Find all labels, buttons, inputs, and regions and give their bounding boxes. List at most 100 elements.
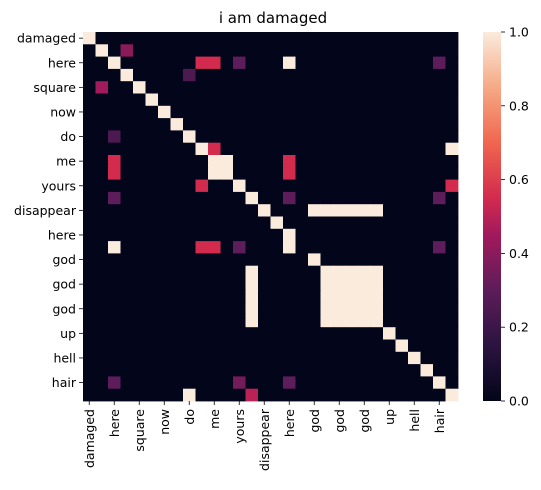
heatmap-cell xyxy=(283,167,296,180)
heatmap-cell xyxy=(95,327,109,340)
heatmap-cell xyxy=(345,56,359,70)
heatmap-cell xyxy=(420,32,434,45)
heatmap-cell xyxy=(220,118,234,131)
heatmap-cell xyxy=(445,302,459,316)
heatmap-cell xyxy=(283,56,296,70)
y-tick-label: god xyxy=(52,277,76,292)
heatmap-cell xyxy=(445,290,459,303)
heatmap-cell xyxy=(95,93,109,107)
heatmap-cell xyxy=(95,44,109,57)
x-tick-label: hair xyxy=(432,408,447,433)
heatmap-cell xyxy=(433,32,446,45)
heatmap-cell xyxy=(345,179,359,193)
heatmap-cell xyxy=(183,364,196,377)
heatmap-cell xyxy=(245,278,259,291)
heatmap-cell xyxy=(270,216,284,230)
heatmap-cell xyxy=(358,44,371,57)
heatmap-cell xyxy=(408,93,421,107)
heatmap-cell xyxy=(295,105,309,119)
heatmap-cell xyxy=(358,68,371,82)
heatmap-cell xyxy=(383,302,396,316)
heatmap-cell xyxy=(295,388,309,402)
heatmap-cell xyxy=(420,204,434,217)
colorbar-tick-label: 0.6 xyxy=(509,172,529,187)
heatmap-cell xyxy=(195,290,209,303)
heatmap-cell xyxy=(83,265,96,279)
heatmap-cell xyxy=(120,56,134,70)
heatmap-cell xyxy=(95,167,109,180)
heatmap-cell xyxy=(158,228,171,242)
heatmap-cell xyxy=(220,216,234,230)
heatmap-cell xyxy=(408,130,421,144)
heatmap-cell xyxy=(445,376,459,390)
heatmap-cell xyxy=(208,241,221,254)
heatmap-cell xyxy=(445,191,459,205)
heatmap-cell xyxy=(320,278,334,291)
heatmap-cell xyxy=(320,314,334,328)
heatmap-cell xyxy=(120,81,134,94)
heatmap-cell xyxy=(395,204,409,217)
heatmap-cell xyxy=(283,216,296,230)
heatmap-cell xyxy=(183,142,196,156)
heatmap-cell xyxy=(183,241,196,254)
heatmap-cell xyxy=(258,228,271,242)
heatmap-cell xyxy=(383,290,396,303)
heatmap-cell xyxy=(233,130,246,144)
heatmap-cell xyxy=(308,216,321,230)
heatmap-cell xyxy=(295,376,309,390)
heatmap-cell xyxy=(320,228,334,242)
heatmap-cell xyxy=(308,142,321,156)
heatmap-cell xyxy=(233,68,246,82)
heatmap-cell xyxy=(233,216,246,230)
x-tick-label: here xyxy=(107,409,122,437)
heatmap-cell xyxy=(120,314,134,328)
heatmap-cell xyxy=(333,302,346,316)
heatmap-cell xyxy=(108,314,121,328)
heatmap-cell xyxy=(445,142,459,156)
heatmap-cell xyxy=(270,376,284,390)
heatmap-cell xyxy=(158,191,171,205)
y-tick-label: here xyxy=(48,227,76,242)
heatmap-cell xyxy=(208,388,221,402)
heatmap-cell xyxy=(383,314,396,328)
heatmap-cell xyxy=(270,118,284,131)
heatmap-cell xyxy=(333,167,346,180)
heatmap-cell xyxy=(208,81,221,94)
heatmap-cell xyxy=(133,105,146,119)
heatmap-cell xyxy=(433,253,446,267)
heatmap-cell xyxy=(408,155,421,168)
heatmap-cell xyxy=(308,204,321,217)
heatmap-cell xyxy=(220,56,234,70)
heatmap-cell xyxy=(258,339,271,353)
heatmap-cell xyxy=(283,339,296,353)
heatmap-cell xyxy=(170,265,184,279)
heatmap-cell xyxy=(220,339,234,353)
heatmap-cell xyxy=(108,376,121,390)
heatmap-cell xyxy=(308,56,321,70)
heatmap-cell xyxy=(370,93,384,107)
heatmap-cell xyxy=(245,68,259,82)
heatmap-cell xyxy=(345,81,359,94)
heatmap-cell xyxy=(133,179,146,193)
heatmap-cell xyxy=(145,388,159,402)
heatmap-cell xyxy=(383,351,396,365)
heatmap-cell xyxy=(345,216,359,230)
heatmap-cell xyxy=(320,216,334,230)
heatmap-cell xyxy=(195,339,209,353)
heatmap-cell xyxy=(233,167,246,180)
heatmap-cell xyxy=(395,314,409,328)
heatmap-cell xyxy=(195,81,209,94)
heatmap-cell xyxy=(108,155,121,168)
heatmap-cell xyxy=(395,93,409,107)
heatmap-cell xyxy=(195,191,209,205)
heatmap-cell xyxy=(183,167,196,180)
heatmap-cell xyxy=(283,253,296,267)
heatmap-cell xyxy=(383,155,396,168)
heatmap-cell xyxy=(345,191,359,205)
heatmap-cell xyxy=(295,278,309,291)
y-tick-label: god xyxy=(52,252,76,267)
heatmap-cell xyxy=(108,130,121,144)
heatmap-cell xyxy=(420,93,434,107)
heatmap-cell xyxy=(183,191,196,205)
